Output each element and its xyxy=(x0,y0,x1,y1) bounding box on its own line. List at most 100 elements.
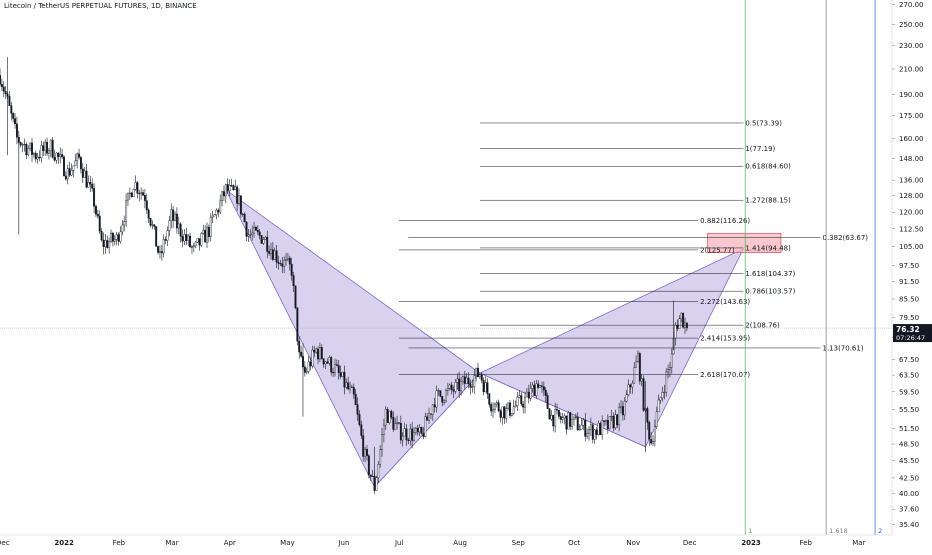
candle-body xyxy=(561,417,564,420)
price-tick-label: 190.00 xyxy=(899,91,924,99)
fib-level-label: 1.414(94.48) xyxy=(745,244,791,252)
candle-body xyxy=(371,476,374,478)
candle-body xyxy=(239,195,242,215)
candle-body xyxy=(537,383,540,388)
candle-body xyxy=(175,213,178,229)
time-tick-label: Apr xyxy=(224,539,236,547)
price-tick-label: 128.00 xyxy=(899,192,924,200)
candle-body xyxy=(196,238,199,243)
candle-body xyxy=(271,249,274,260)
candle-body xyxy=(78,153,80,158)
candle-body xyxy=(236,186,239,204)
fib-level-label: 2(108.76) xyxy=(745,322,780,330)
candle-body xyxy=(529,388,532,399)
fib-level-label: 1(77.19) xyxy=(745,145,775,153)
candle-body xyxy=(309,361,312,367)
candle-body xyxy=(552,415,555,427)
candle-body xyxy=(399,423,402,441)
candle-body xyxy=(15,123,18,138)
candle-body xyxy=(8,96,11,106)
candle-body xyxy=(63,156,65,177)
chart-title: Litecoin / TetherUS PERPETUAL FUTURES, 1… xyxy=(4,2,197,10)
candle-body xyxy=(119,231,122,242)
time-tick-label: Sep xyxy=(512,539,526,547)
time-tick-label: May xyxy=(280,539,294,547)
candle-body xyxy=(501,406,504,418)
candle-body xyxy=(569,412,572,427)
price-tick-label: 59.50 xyxy=(899,388,919,396)
candle-body xyxy=(557,409,560,417)
candle-body xyxy=(40,145,43,159)
time-marker-label: 2 xyxy=(878,527,882,535)
candle-body xyxy=(420,427,423,434)
candle-body xyxy=(160,251,163,254)
candle-body xyxy=(516,396,519,406)
candle-body xyxy=(286,257,289,260)
candle-body xyxy=(298,340,301,353)
candle-body xyxy=(369,474,372,477)
candle-body xyxy=(332,372,335,374)
candle-body xyxy=(499,410,502,418)
candle-body xyxy=(638,353,641,382)
candle-body xyxy=(367,455,370,476)
candle-body xyxy=(416,427,419,433)
candle-body xyxy=(89,182,92,185)
candle-body xyxy=(142,192,144,196)
candle-body xyxy=(601,420,604,435)
candle-body xyxy=(640,378,643,382)
candle-body xyxy=(10,105,13,114)
candle-body xyxy=(279,263,282,265)
candle-body xyxy=(300,351,303,357)
candle-body xyxy=(57,152,60,157)
candle-body xyxy=(27,148,30,156)
candle-body xyxy=(507,402,510,409)
candle-body xyxy=(356,404,359,415)
candle-body xyxy=(238,195,240,204)
candle-body xyxy=(61,154,64,158)
candle-body xyxy=(91,184,94,189)
candle-body xyxy=(221,191,224,202)
candle-body xyxy=(207,226,210,237)
candle-body xyxy=(439,390,442,397)
candle-body xyxy=(339,372,342,377)
candle-body xyxy=(429,413,432,415)
candle-body xyxy=(659,397,662,401)
candle-body xyxy=(518,395,521,398)
candle-body xyxy=(260,235,263,244)
candle-body xyxy=(47,150,50,154)
bar-countdown: 07:26:47 xyxy=(896,334,925,342)
candle-body xyxy=(414,427,417,433)
price-tick-label: 136.00 xyxy=(899,177,924,185)
price-tick-label: 175.00 xyxy=(899,112,924,120)
candle-body xyxy=(392,417,395,430)
candle-body xyxy=(290,263,293,276)
candle-body xyxy=(527,391,530,399)
candle-body xyxy=(32,153,35,155)
price-tick-label: 160.00 xyxy=(899,135,924,143)
candle-body xyxy=(652,440,654,444)
candle-body xyxy=(567,412,570,430)
candle-body xyxy=(620,406,622,408)
candle-body xyxy=(31,142,33,155)
candle-body xyxy=(446,388,449,391)
candle-body xyxy=(603,420,606,422)
candle-body xyxy=(413,432,415,441)
candle-body xyxy=(595,429,598,435)
candle-body xyxy=(100,231,103,241)
candle-body xyxy=(362,435,365,457)
candle-body xyxy=(482,380,485,393)
candle-body xyxy=(219,200,222,213)
candle-body xyxy=(606,420,609,429)
fib-level-label: 2.272(143.63) xyxy=(700,298,750,306)
candle-body xyxy=(375,477,378,491)
candle-body xyxy=(204,229,207,243)
candle-body xyxy=(172,209,175,221)
candle-body xyxy=(685,322,688,329)
candle-body xyxy=(548,408,551,420)
candle-body xyxy=(159,251,161,253)
candle-body xyxy=(106,240,109,248)
candle-body xyxy=(292,275,295,287)
candle-body xyxy=(115,234,118,240)
